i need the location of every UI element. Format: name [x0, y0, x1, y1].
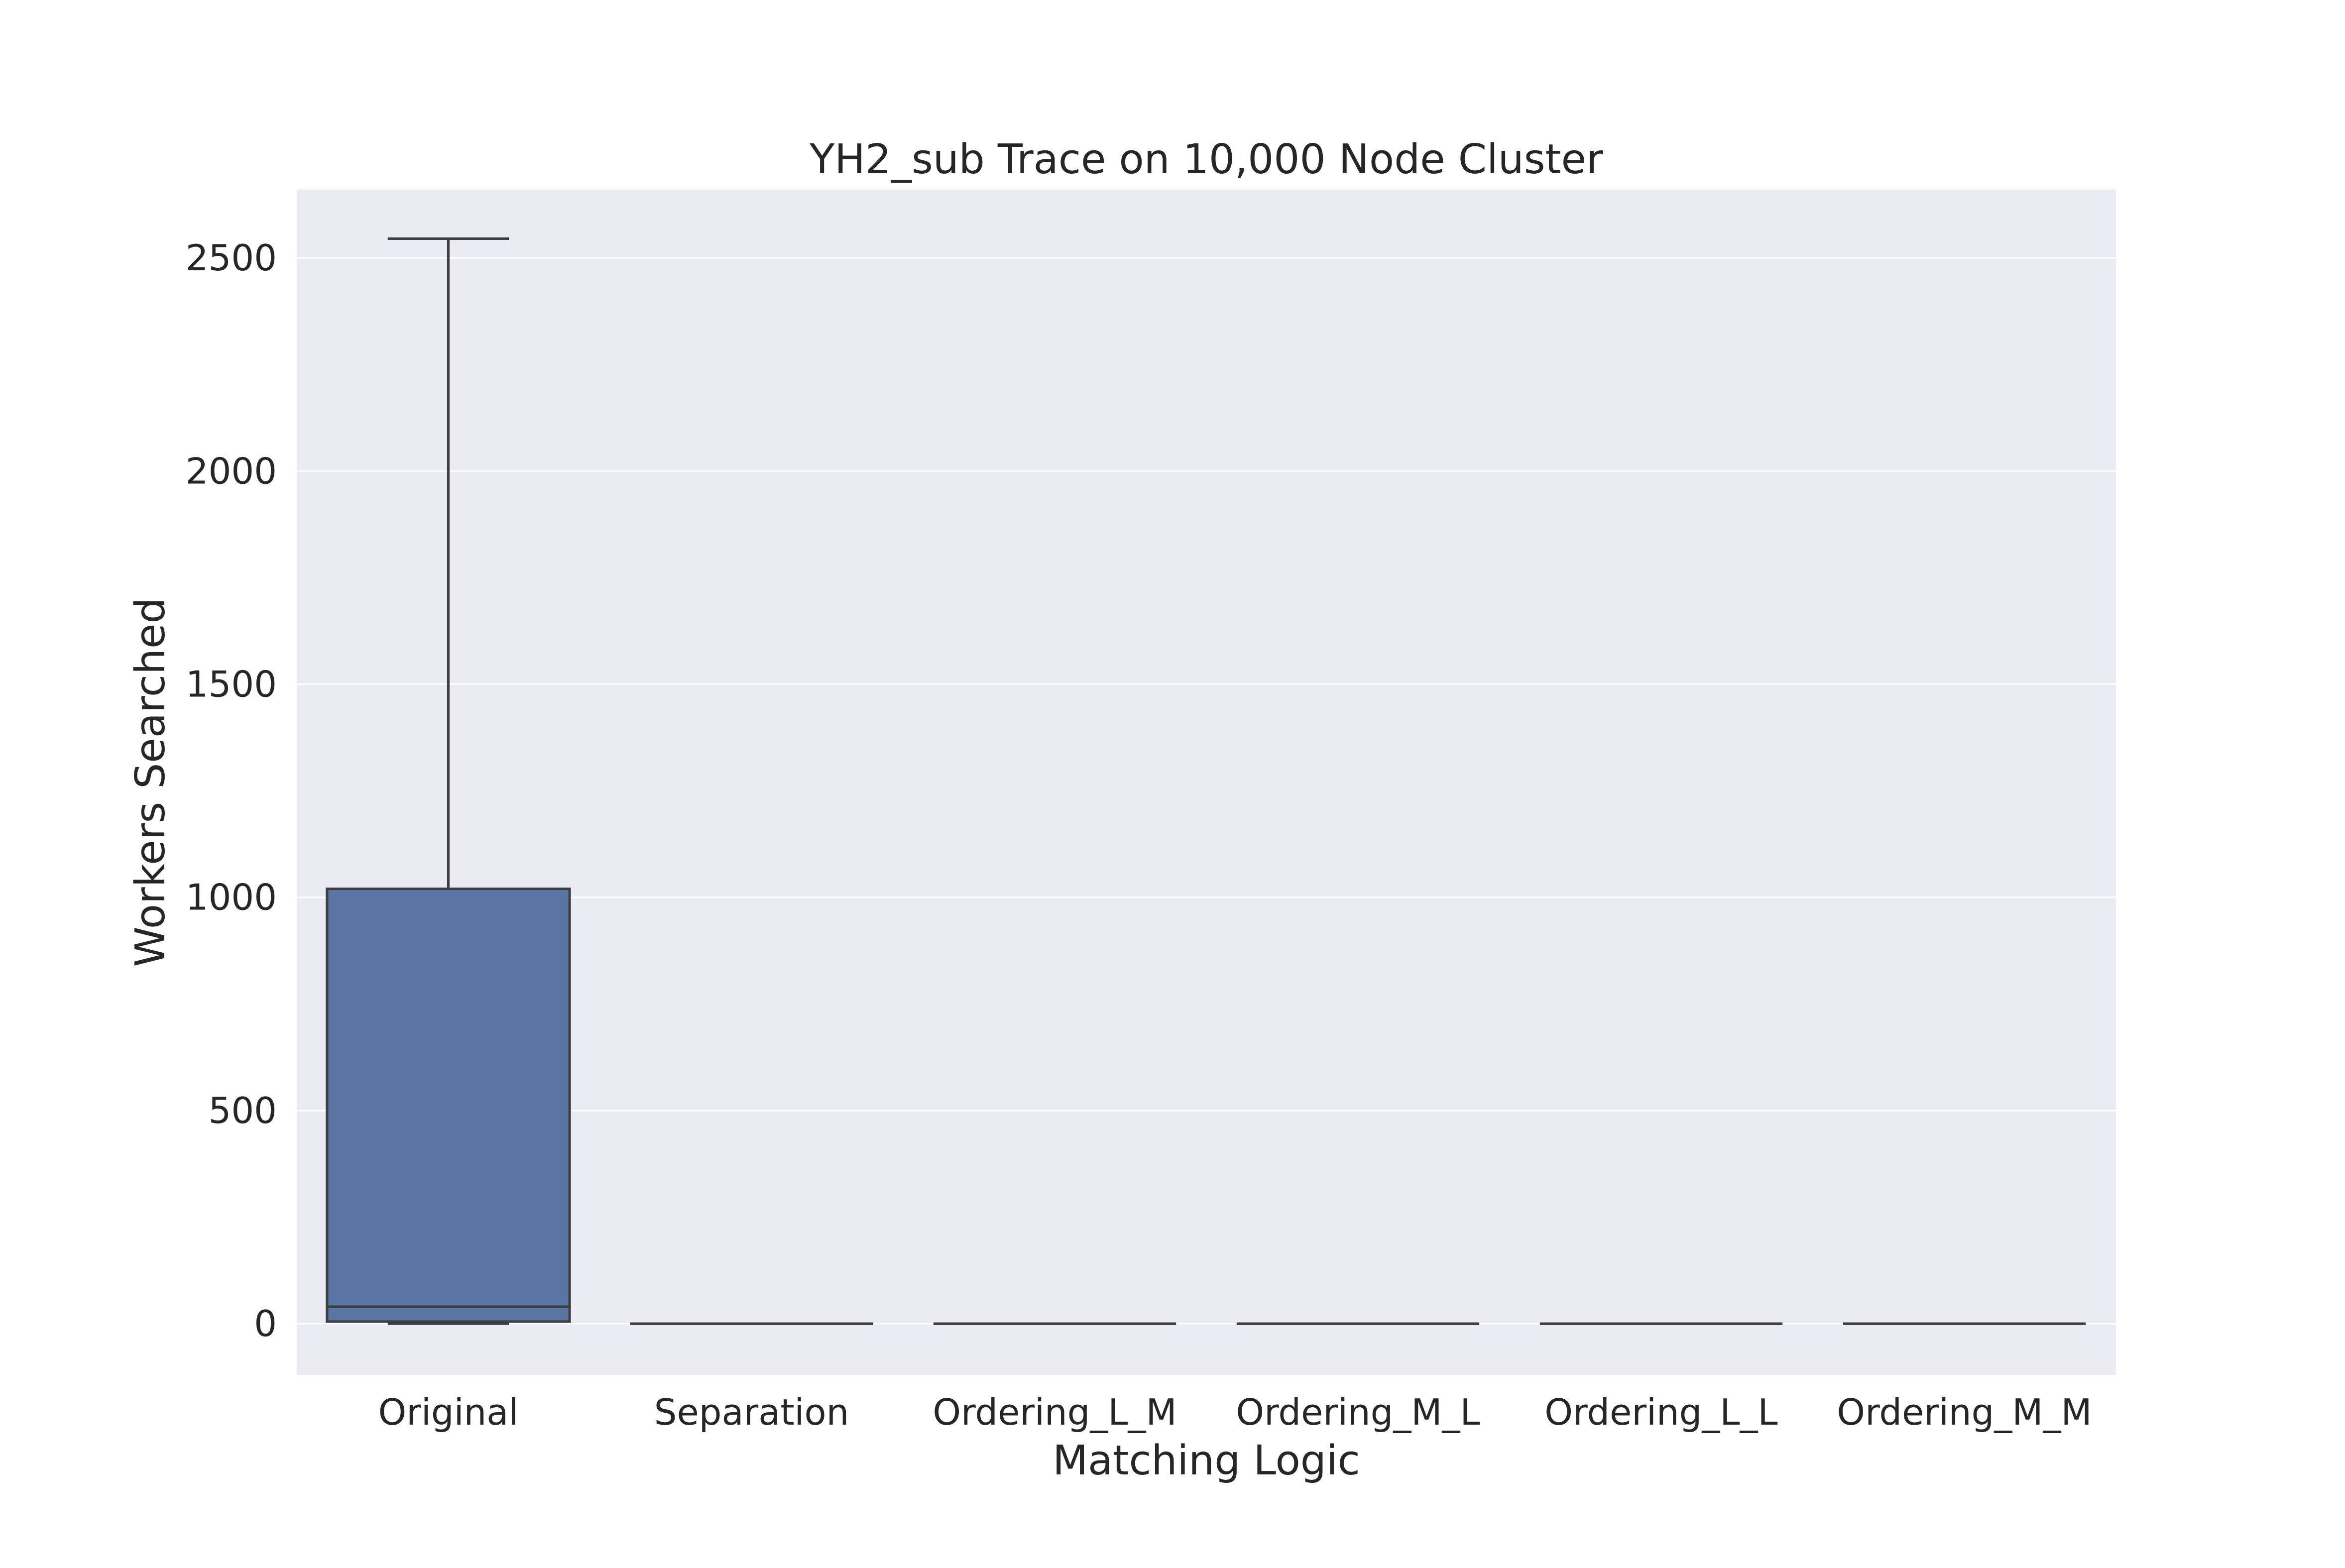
gridlines	[297, 257, 2116, 1325]
y-tick-label: 500	[209, 1090, 277, 1131]
x-tick-label: Ordering_L_M	[933, 1391, 1176, 1433]
y-tick-label: 1500	[186, 664, 277, 705]
y-tick-label: 1000	[186, 877, 277, 918]
y-tick-label: 0	[254, 1303, 277, 1344]
chart-title: YH2_sub Trace on 10,000 Node Cluster	[809, 136, 1603, 183]
x-tick-label: Original	[378, 1391, 519, 1433]
y-tick-label: 2500	[186, 237, 277, 279]
x-tick-labels: Original Separation Ordering_L_M Ordering_M…	[378, 1391, 2092, 1433]
x-tick-label: Ordering_L_L	[1544, 1391, 1777, 1433]
box-original	[326, 237, 571, 1325]
boxes	[326, 237, 2086, 1325]
y-tick-label: 2000	[186, 450, 277, 492]
y-tick-labels: 0 500 1000 1500 2000 2500	[186, 237, 277, 1344]
plot-area	[297, 190, 2116, 1375]
x-tick-label: Separation	[654, 1391, 849, 1433]
y-axis-label: Workers Searched	[127, 598, 174, 967]
x-tick-label: Ordering_M_L	[1236, 1391, 1480, 1433]
x-tick-label: Ordering_M_M	[1837, 1391, 2092, 1433]
x-axis-label: Matching Logic	[1053, 1437, 1360, 1484]
box-body	[326, 888, 571, 1323]
